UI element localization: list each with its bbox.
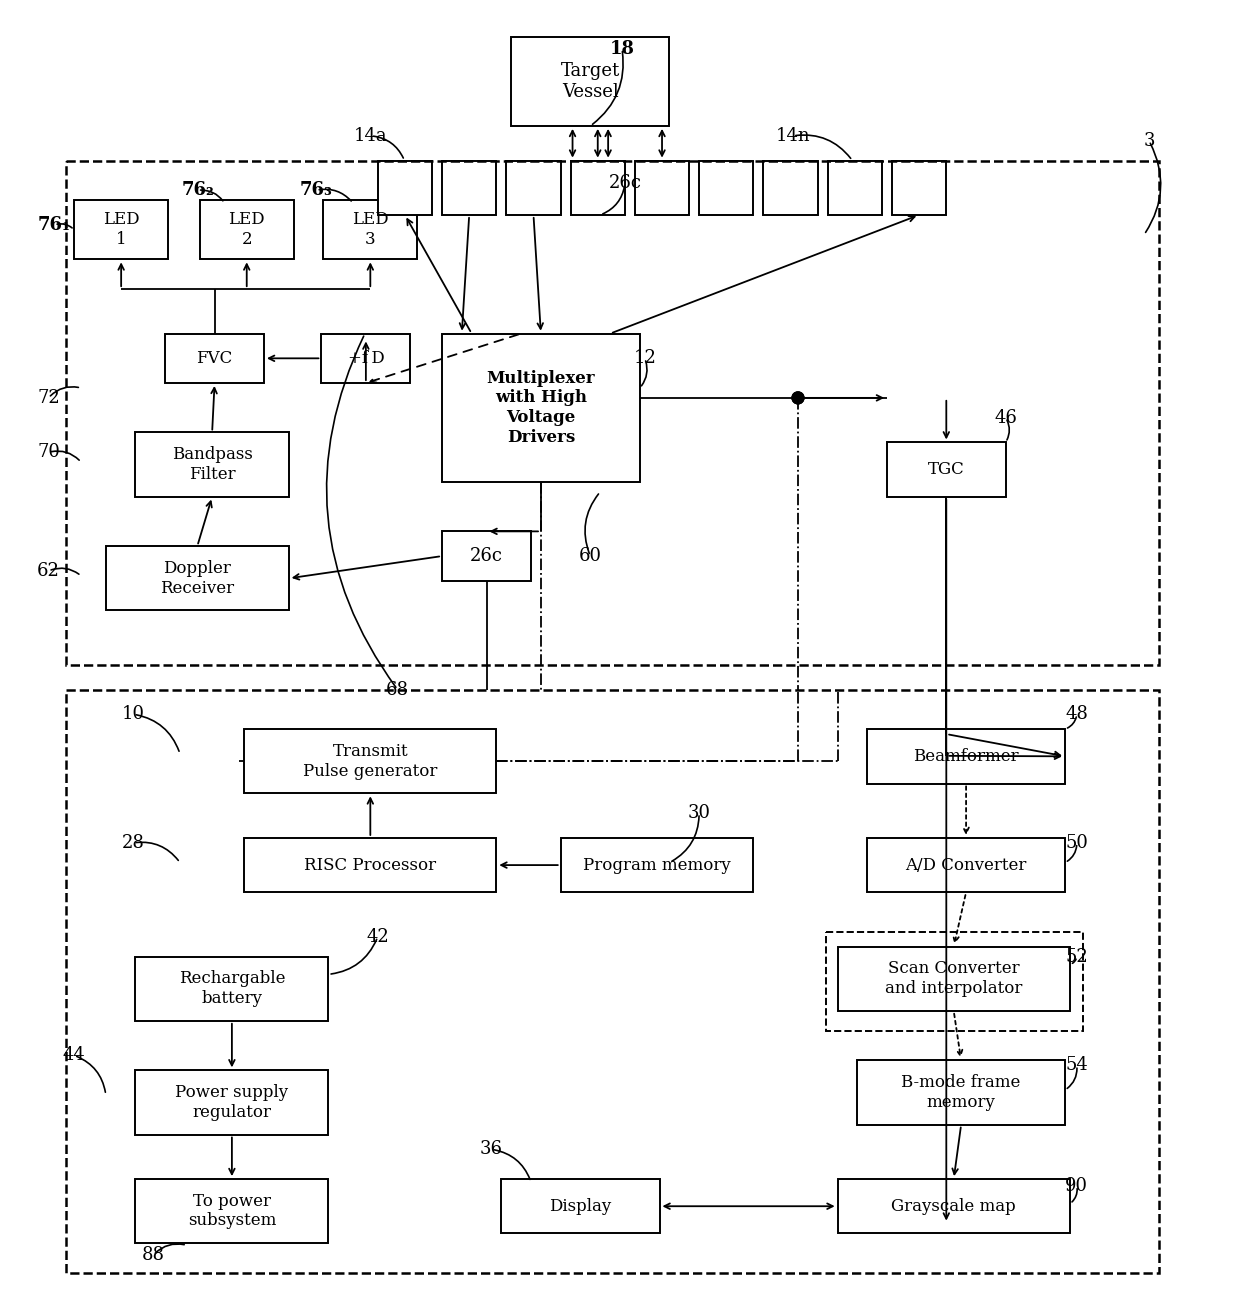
Text: 72: 72 — [37, 389, 60, 407]
Text: 28: 28 — [122, 833, 145, 852]
Text: Grayscale map: Grayscale map — [892, 1197, 1016, 1215]
Bar — [826, 932, 1083, 1030]
Text: 90: 90 — [1065, 1178, 1089, 1194]
Text: LED
3: LED 3 — [352, 211, 388, 248]
Bar — [764, 160, 817, 215]
Text: Doppler
Receiver: Doppler Receiver — [160, 559, 234, 597]
Text: 54: 54 — [1065, 1056, 1089, 1074]
Text: Rechargable
battery: Rechargable battery — [179, 970, 285, 1007]
Bar — [135, 1179, 329, 1243]
Text: 10: 10 — [122, 705, 145, 724]
Text: 12: 12 — [634, 349, 656, 368]
Bar — [837, 947, 1070, 1011]
Text: 14a: 14a — [353, 126, 388, 145]
Text: 60: 60 — [579, 548, 601, 565]
Bar — [441, 334, 640, 482]
Bar — [324, 200, 418, 259]
Text: 62: 62 — [37, 562, 60, 580]
Text: Program memory: Program memory — [583, 857, 730, 874]
Text: 18: 18 — [610, 40, 635, 57]
Text: 76₁: 76₁ — [38, 216, 71, 233]
Bar — [501, 1179, 660, 1234]
Text: 88: 88 — [141, 1247, 165, 1264]
Bar — [244, 838, 496, 892]
Text: 52: 52 — [1065, 948, 1089, 965]
Text: Display: Display — [549, 1197, 611, 1215]
Bar — [135, 1071, 329, 1134]
Text: RISC Processor: RISC Processor — [304, 857, 436, 874]
Bar — [892, 160, 946, 215]
Text: 46: 46 — [994, 408, 1017, 426]
Text: 76₂: 76₂ — [181, 181, 215, 200]
Text: 26c: 26c — [470, 548, 503, 565]
Bar — [560, 838, 754, 892]
Text: Bandpass
Filter: Bandpass Filter — [171, 446, 253, 482]
Bar — [837, 1179, 1070, 1234]
Text: Power supply
regulator: Power supply regulator — [175, 1084, 289, 1120]
Bar — [570, 160, 625, 215]
Text: Beamformer: Beamformer — [914, 747, 1019, 765]
Bar — [135, 957, 329, 1021]
Bar — [635, 160, 689, 215]
Bar — [105, 546, 289, 610]
Text: 76₃: 76₃ — [300, 181, 332, 200]
Text: 70: 70 — [37, 443, 60, 462]
Text: Transmit
Pulse generator: Transmit Pulse generator — [303, 743, 438, 780]
Text: 42: 42 — [366, 927, 389, 945]
Text: 14n: 14n — [776, 126, 811, 145]
Text: To power
subsystem: To power subsystem — [187, 1193, 277, 1230]
Text: LED
2: LED 2 — [228, 211, 265, 248]
Bar — [200, 200, 294, 259]
Text: Scan Converter
and interpolator: Scan Converter and interpolator — [885, 961, 1023, 998]
Text: A/D Converter: A/D Converter — [905, 857, 1027, 874]
Bar — [699, 160, 754, 215]
Text: 3: 3 — [1143, 132, 1154, 150]
Text: 26c: 26c — [609, 175, 641, 192]
Text: +f D: +f D — [347, 349, 384, 366]
Bar — [511, 37, 670, 126]
Bar — [506, 160, 560, 215]
Bar — [378, 160, 432, 215]
Text: 36: 36 — [480, 1141, 503, 1158]
Bar — [66, 160, 1159, 665]
Text: TGC: TGC — [928, 462, 965, 479]
Bar — [441, 160, 496, 215]
Bar — [867, 729, 1065, 784]
Text: Target
Vessel: Target Vessel — [560, 63, 620, 100]
Circle shape — [792, 393, 804, 404]
Text: 50: 50 — [1065, 833, 1089, 852]
Bar — [165, 334, 264, 383]
Text: B-mode frame
memory: B-mode frame memory — [901, 1074, 1021, 1111]
Bar — [321, 334, 410, 383]
Bar — [827, 160, 882, 215]
Circle shape — [792, 393, 804, 404]
Bar — [66, 690, 1159, 1273]
Text: 44: 44 — [63, 1046, 86, 1064]
Text: 30: 30 — [688, 805, 711, 823]
Bar — [135, 433, 289, 497]
Bar — [441, 531, 531, 580]
Text: Multiplexer
with High
Voltage
Drivers: Multiplexer with High Voltage Drivers — [486, 370, 595, 446]
Text: FVC: FVC — [196, 349, 233, 366]
Bar — [74, 200, 169, 259]
Bar — [887, 442, 1006, 497]
Text: 48: 48 — [1065, 705, 1089, 724]
Bar — [857, 1060, 1065, 1124]
Text: 68: 68 — [386, 681, 409, 699]
Bar — [867, 838, 1065, 892]
Bar — [244, 729, 496, 793]
Text: LED
1: LED 1 — [103, 211, 139, 248]
